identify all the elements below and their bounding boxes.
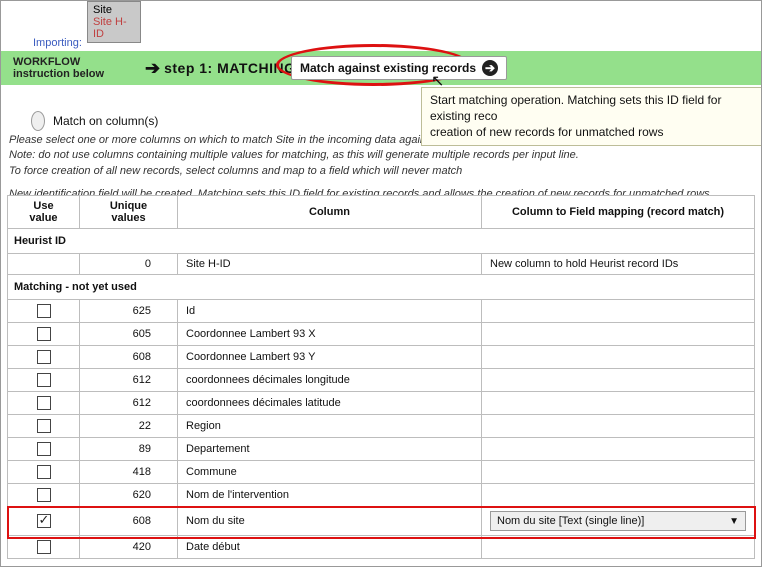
column-cell: Id xyxy=(178,300,482,323)
table-row: 89Departement xyxy=(8,438,755,461)
unique-cell: 0 xyxy=(80,254,178,275)
unique-cell: 605 xyxy=(80,323,178,346)
column-cell: Nom du site xyxy=(178,507,482,536)
chevron-down-icon: ▼ xyxy=(729,516,739,527)
use-cell xyxy=(8,392,80,415)
mapping-cell xyxy=(482,461,755,484)
site-badge-subtitle: Site H-ID xyxy=(93,16,135,40)
table-row: 608Coordonnee Lambert 93 Y xyxy=(8,346,755,369)
unique-cell: 612 xyxy=(80,369,178,392)
col-header-mapping: Column to Field mapping (record match) xyxy=(482,196,755,229)
table-row: 0Site H-IDNew column to hold Heurist rec… xyxy=(8,254,755,275)
use-value-checkbox[interactable] xyxy=(37,488,51,502)
unique-cell: 608 xyxy=(80,507,178,536)
use-cell xyxy=(8,323,80,346)
site-record-badge: Site Site H-ID xyxy=(87,1,141,43)
column-cell: Region xyxy=(178,415,482,438)
mapping-cell xyxy=(482,300,755,323)
use-value-checkbox[interactable] xyxy=(37,396,51,410)
use-value-checkbox[interactable] xyxy=(37,540,51,554)
unique-cell: 420 xyxy=(80,536,178,559)
match-against-existing-button[interactable]: Match against existing records ➔ xyxy=(291,56,507,80)
use-value-checkbox[interactable] xyxy=(37,350,51,364)
match-button-tooltip: Start matching operation. Matching sets … xyxy=(421,87,761,146)
use-cell xyxy=(8,461,80,484)
use-cell xyxy=(8,369,80,392)
mapping-cell: New column to hold Heurist record IDs xyxy=(482,254,755,275)
use-cell xyxy=(8,346,80,369)
mapping-cell xyxy=(482,536,755,559)
use-cell xyxy=(8,415,80,438)
table-row: 625Id xyxy=(8,300,755,323)
table-row: 612coordonnees décimales longitude xyxy=(8,369,755,392)
table-section-row: Matching - not yet used xyxy=(8,275,755,300)
mapping-cell xyxy=(482,484,755,507)
use-cell xyxy=(8,536,80,559)
table-row: 620Nom de l'intervention xyxy=(8,484,755,507)
workflow-label: WORKFLOW instruction below xyxy=(1,56,141,80)
use-cell xyxy=(8,507,80,536)
workflow-step-title: step 1: MATCHING xyxy=(164,60,295,76)
unique-cell: 418 xyxy=(80,461,178,484)
field-mapping-select-label: Nom du site [Text (single line)] xyxy=(497,515,644,527)
arrow-right-circle-icon: ➔ xyxy=(482,60,498,76)
column-cell: Commune xyxy=(178,461,482,484)
match-on-columns-radio[interactable] xyxy=(31,111,45,131)
mapping-cell xyxy=(482,346,755,369)
use-cell xyxy=(8,438,80,461)
match-on-columns-option[interactable]: Match on column(s) xyxy=(31,111,158,131)
mapping-cell xyxy=(482,392,755,415)
col-header-column: Column xyxy=(178,196,482,229)
column-cell: Site H-ID xyxy=(178,254,482,275)
unique-cell: 89 xyxy=(80,438,178,461)
unique-cell: 625 xyxy=(80,300,178,323)
use-cell xyxy=(8,484,80,507)
table-row: 612coordonnees décimales latitude xyxy=(8,392,755,415)
mapping-cell xyxy=(482,369,755,392)
column-cell: Departement xyxy=(178,438,482,461)
column-cell: Coordonnee Lambert 93 Y xyxy=(178,346,482,369)
col-header-unique: Unique values xyxy=(80,196,178,229)
column-cell: coordonnees décimales latitude xyxy=(178,392,482,415)
col-header-use: Use value xyxy=(8,196,80,229)
match-on-columns-label: Match on column(s) xyxy=(53,114,158,128)
column-cell: coordonnees décimales longitude xyxy=(178,369,482,392)
workflow-arrow-icon: ➔ xyxy=(145,58,160,79)
use-value-checkbox[interactable] xyxy=(37,304,51,318)
use-cell xyxy=(8,254,80,275)
matching-table: Use value Unique values Column Column to… xyxy=(7,195,755,559)
match-button-label: Match against existing records xyxy=(300,61,476,75)
unique-cell: 620 xyxy=(80,484,178,507)
use-cell xyxy=(8,300,80,323)
field-mapping-select[interactable]: Nom du site [Text (single line)] ▼ xyxy=(490,511,746,531)
table-row: 420Date début xyxy=(8,536,755,559)
use-value-checkbox[interactable] xyxy=(37,465,51,479)
column-cell: Date début xyxy=(178,536,482,559)
mapping-cell xyxy=(482,415,755,438)
use-value-checkbox[interactable] xyxy=(37,373,51,387)
site-badge-title: Site xyxy=(93,4,135,16)
mapping-cell xyxy=(482,438,755,461)
table-row: 605Coordonnee Lambert 93 X xyxy=(8,323,755,346)
use-value-checkbox[interactable] xyxy=(37,327,51,341)
use-value-checkbox[interactable] xyxy=(37,442,51,456)
mapping-cell xyxy=(482,323,755,346)
column-cell: Nom de l'intervention xyxy=(178,484,482,507)
column-cell: Coordonnee Lambert 93 X xyxy=(178,323,482,346)
use-value-checkbox[interactable] xyxy=(37,419,51,433)
table-section-row: Heurist ID xyxy=(8,229,755,254)
unique-cell: 612 xyxy=(80,392,178,415)
unique-cell: 608 xyxy=(80,346,178,369)
table-row: 608Nom du site Nom du site [Text (single … xyxy=(8,507,755,536)
importing-line1: Importing: xyxy=(33,37,89,50)
table-row: 418Commune xyxy=(8,461,755,484)
mapping-cell: Nom du site [Text (single line)] ▼ xyxy=(482,507,755,536)
table-row: 22Region xyxy=(8,415,755,438)
unique-cell: 22 xyxy=(80,415,178,438)
use-value-checkbox[interactable] xyxy=(37,514,51,528)
